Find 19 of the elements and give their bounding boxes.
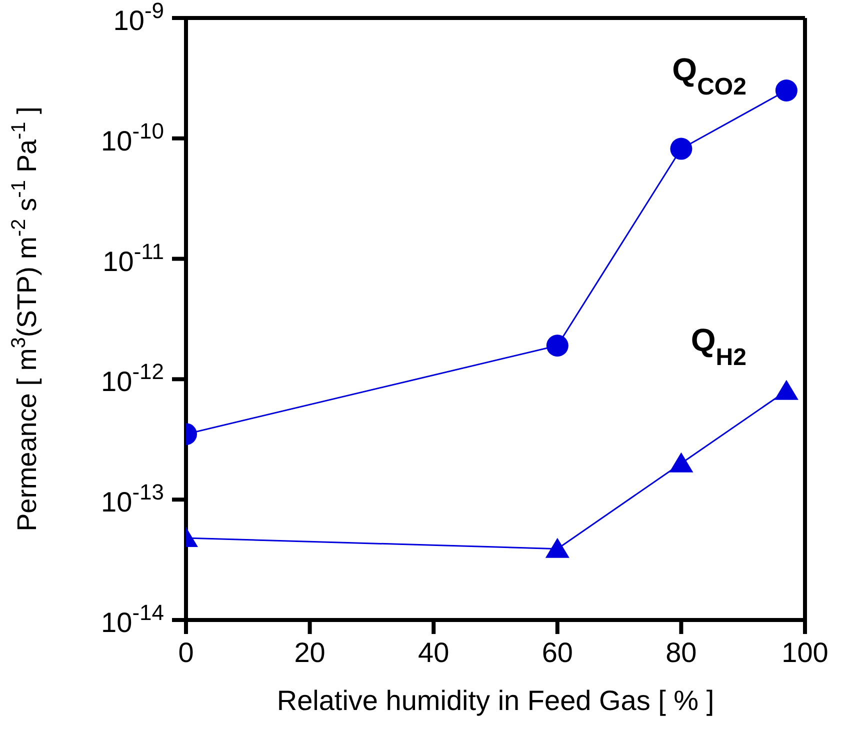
x-tick-label: 100	[782, 637, 828, 668]
point	[774, 380, 798, 400]
point	[775, 79, 798, 102]
y-tick-label: 10$^{-11}$	[102, 238, 164, 277]
point	[669, 452, 694, 472]
series-label: Q$_{CO2}$	[672, 51, 746, 100]
y-tick-label: 10$^{-14}$	[101, 600, 164, 638]
x-tick-label: 20	[294, 637, 326, 668]
x-axis-title: Relative humidity in Feed Gas [ % ]	[276, 685, 714, 716]
x-tick-label: 40	[418, 637, 450, 668]
y-tick-label: 10$^{-13}$	[101, 479, 164, 518]
point	[670, 138, 692, 160]
x-tick-label: 0	[178, 637, 194, 668]
x-tick-label: 80	[666, 637, 697, 668]
series-label: Q$_{H2}$	[690, 322, 746, 370]
y-tick-label: 10$^{-12}$	[101, 358, 164, 398]
x-tick-label: 60	[542, 637, 573, 668]
y-tick-label: 10$^{-10}$	[101, 118, 164, 156]
y-tick-label: 10$^{-9}$	[113, 0, 164, 36]
